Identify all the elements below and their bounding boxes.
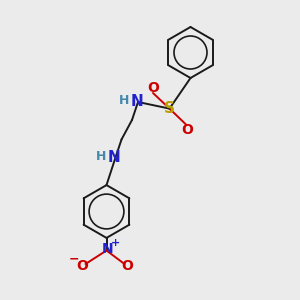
Text: O: O (76, 259, 88, 272)
Text: −: − (69, 252, 79, 265)
Text: H: H (118, 94, 129, 107)
Text: O: O (182, 123, 194, 137)
Text: O: O (122, 259, 134, 272)
Text: +: + (111, 238, 120, 248)
Text: O: O (147, 82, 159, 95)
Text: N: N (108, 150, 120, 165)
Text: S: S (164, 101, 175, 116)
Text: H: H (96, 149, 106, 163)
Text: N: N (102, 242, 114, 256)
Text: N: N (130, 94, 143, 110)
